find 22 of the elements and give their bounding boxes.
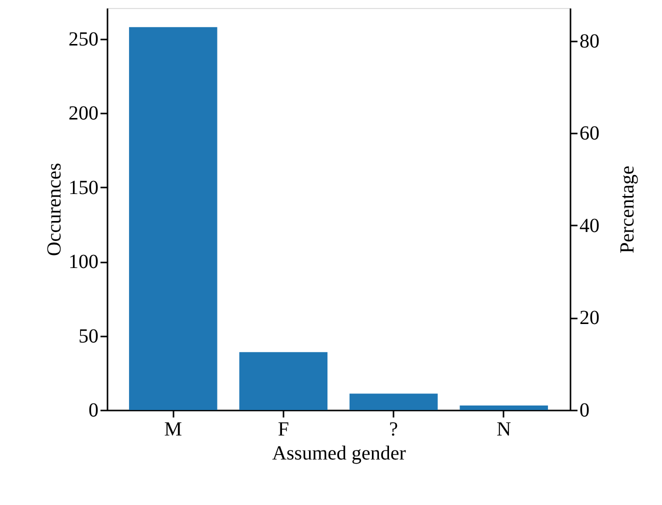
- x-tick-label: N: [496, 418, 512, 440]
- x-tick-label: F: [278, 418, 289, 440]
- y-tick-label: 150: [68, 176, 98, 199]
- y2-axis-title: Percentage: [616, 166, 638, 254]
- y-tick-label: 50: [78, 325, 98, 348]
- x-tick-label: M: [164, 418, 182, 440]
- y-tick-label: 250: [68, 28, 98, 51]
- x-axis-title: Assumed gender: [272, 442, 406, 464]
- y-tick-label: 0: [88, 400, 98, 422]
- y2-tick-label: 0: [580, 400, 590, 422]
- bar: [239, 352, 328, 410]
- y-tick-label: 100: [68, 251, 98, 274]
- bar: [129, 27, 218, 410]
- y2-tick-label: 40: [580, 214, 600, 237]
- x-tick-label: ?: [389, 418, 398, 440]
- y2-tick-label: 60: [580, 122, 600, 145]
- y-axis-title: Occurences: [44, 162, 66, 256]
- bar: [350, 394, 438, 410]
- y2-tick-label: 20: [580, 307, 600, 330]
- y2-tick-label: 80: [580, 30, 600, 52]
- y-tick-label: 200: [68, 102, 98, 125]
- bar: [460, 406, 548, 410]
